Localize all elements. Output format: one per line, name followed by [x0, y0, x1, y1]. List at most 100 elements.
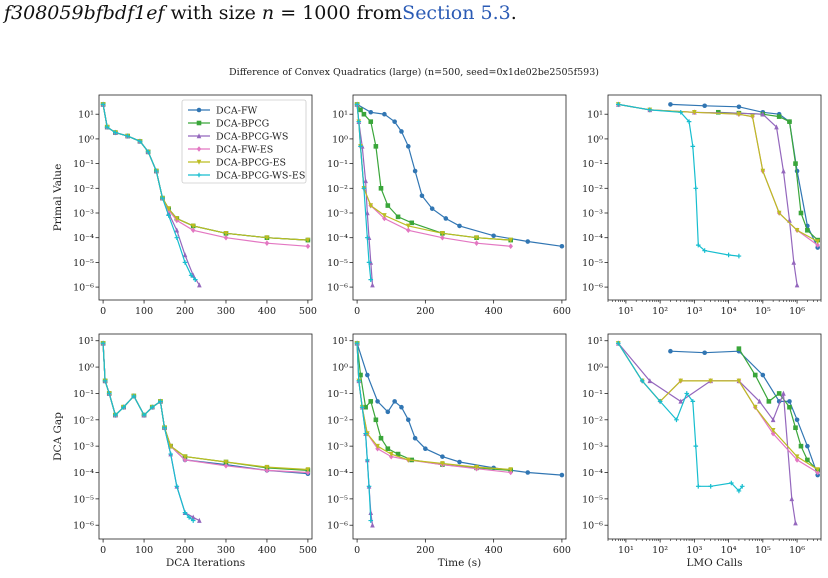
data-point-dca-fw	[805, 443, 810, 449]
series-line-dca-fw-es	[618, 103, 819, 246]
series-line-dca-bpcg	[738, 348, 819, 471]
axes-frame	[352, 333, 567, 540]
data-point-dca-bpcg-es	[678, 378, 684, 384]
x-axis-label: Time (s)	[438, 557, 481, 569]
data-point-dca-bpcg-es	[440, 461, 445, 467]
y-tick-label: 10⁻²	[73, 184, 94, 195]
x-tick-label: 400	[485, 545, 503, 556]
x-tick-label: 10²	[652, 306, 668, 317]
series-line-dca-fw	[102, 343, 308, 475]
data-point-dca-bpcg-ws-es	[192, 277, 198, 282]
series-line-dca-bpcg-ws	[102, 343, 200, 522]
y-tick-label: 10⁻⁵	[582, 258, 603, 269]
data-point-dca-bpcg-ws-es	[639, 378, 645, 384]
x-tick-label: 300	[217, 545, 235, 556]
data-point-dca-bpcg-ws-es	[100, 340, 106, 346]
series-group	[354, 340, 565, 528]
data-point-dca-bpcg	[368, 399, 374, 404]
y-tick-label: 10⁰	[78, 363, 94, 374]
x-tick-label: 300	[217, 306, 235, 317]
data-point-dca-fw	[419, 193, 425, 199]
data-point-dca-bpcg-ws-es	[131, 393, 137, 399]
data-point-dca-bpcg	[395, 451, 401, 457]
data-point-dca-bpcg-ws	[197, 517, 202, 523]
data-point-dca-bpcg-es	[168, 443, 173, 449]
series-line-dca-bpcg-ws-es	[617, 342, 743, 492]
y-tick-label: 10⁻³	[73, 208, 94, 219]
data-point-dca-bpcg-es	[166, 206, 171, 212]
series-group	[354, 101, 565, 288]
data-point-dca-bpcg-ws-es	[158, 399, 163, 404]
data-point-dca-fw-es	[182, 457, 188, 463]
data-point-dca-bpcg	[385, 446, 391, 452]
data-point-dca-bpcg-ws-es	[616, 102, 621, 107]
y-tick-label: 10⁻⁴	[327, 468, 348, 479]
n-value: 1000	[302, 2, 351, 24]
section-link[interactable]: Section 5.3	[402, 2, 511, 24]
data-point-dca-fw-es	[223, 234, 229, 241]
legend-marker-dca-bpcg-ws	[196, 133, 202, 139]
data-point-dca-bpcg-ws-es	[104, 124, 110, 130]
data-point-dca-bpcg-ws	[370, 522, 375, 528]
data-point-dca-bpcg-ws	[789, 496, 795, 502]
data-point-dca-bpcg-es	[440, 231, 445, 237]
y-tick-label: 10⁻⁵	[582, 494, 603, 505]
data-point-dca-bpcg	[736, 346, 742, 351]
data-point-dca-bpcg-ws-es	[678, 109, 684, 115]
data-point-dca-bpcg	[793, 161, 798, 166]
x-tick-label: 500	[299, 306, 317, 317]
data-point-dca-bpcg-ws-es	[739, 483, 745, 489]
data-point-dca-bpcg	[798, 443, 804, 449]
data-point-dca-bpcg-es	[474, 464, 479, 470]
data-point-dca-bpcg-ws-es	[182, 510, 188, 515]
series-line-dca-fw	[670, 103, 819, 248]
data-point-dca-fw-es	[815, 242, 820, 248]
data-point-dca-bpcg-es	[405, 223, 411, 229]
data-point-dca-fw	[491, 233, 496, 239]
series-line-dca-bpcg-es	[618, 103, 818, 243]
data-point-dca-fw	[443, 216, 449, 221]
y-tick-label: 10⁻¹	[582, 389, 603, 400]
x-tick-label: 200	[416, 306, 434, 317]
data-point-dca-fw	[457, 223, 462, 229]
y-axis-label: Primal Value	[52, 164, 64, 232]
data-point-dca-bpcg-es	[770, 427, 776, 434]
data-point-dca-bpcg-es	[736, 378, 742, 384]
data-point-dca-bpcg-es	[264, 464, 270, 470]
data-point-dca-bpcg-ws-es	[102, 378, 108, 384]
data-point-dca-fw	[375, 399, 380, 404]
y-tick-label: 10⁻⁵	[73, 494, 94, 505]
series-line-dca-bpcg	[356, 343, 511, 471]
y-tick-label: 10⁻⁶	[73, 283, 94, 294]
data-point-dca-bpcg-ws-es	[690, 399, 696, 404]
data-point-dca-bpcg-ws	[182, 252, 188, 258]
panel-gap-vs-time: 10¹ 10⁰ 10⁻¹ 10⁻² 10⁻³ 10⁻⁴ 10⁻⁵ 10⁻⁶ 0 200 400 600…	[327, 333, 571, 569]
data-point-dca-bpcg-ws-es	[160, 195, 165, 201]
x-tick-label: 10⁶	[789, 545, 805, 556]
y-tick-label: 10⁻³	[582, 442, 603, 453]
data-point-dca-fw	[412, 168, 418, 174]
x-tick-label: 200	[416, 545, 434, 556]
equals-sign: =	[280, 2, 297, 24]
data-point-dca-bpcg-ws-es	[368, 518, 374, 523]
data-point-dca-bpcg-ws	[791, 259, 797, 265]
y-tick-label: 10⁰	[587, 134, 603, 145]
data-point-dca-bpcg-ws-es	[141, 412, 147, 418]
data-point-dca-bpcg-ws-es	[657, 399, 663, 404]
data-point-dca-bpcg-ws-es	[121, 404, 126, 410]
data-point-dca-bpcg	[395, 214, 401, 220]
data-point-dca-bpcg-ws-es	[145, 149, 151, 155]
data-point-dca-bpcg	[358, 372, 363, 378]
y-tick-label: 10¹	[78, 336, 94, 347]
data-point-dca-bpcg-ws-es	[174, 235, 180, 240]
data-point-dca-bpcg-ws-es	[693, 186, 699, 191]
instance-id: f308059bfbdf1ef	[4, 2, 165, 24]
y-tick-label: 10⁻¹	[327, 159, 348, 170]
x-tick-label: 10¹	[618, 545, 634, 556]
data-point-dca-bpcg-ws-es	[368, 277, 374, 282]
y-tick-label: 10⁰	[332, 134, 348, 145]
axes-frame	[352, 94, 567, 301]
data-point-dca-bpcg-ws-es	[168, 451, 173, 457]
y-tick-label: 10⁰	[78, 134, 94, 145]
